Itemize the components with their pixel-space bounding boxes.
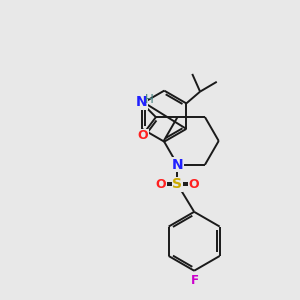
Text: N: N (135, 95, 147, 110)
Text: O: O (155, 178, 166, 191)
Text: F: F (191, 274, 199, 287)
Text: O: O (189, 178, 200, 191)
Text: H: H (145, 93, 153, 106)
Text: N: N (172, 158, 183, 172)
Text: S: S (172, 177, 182, 191)
Text: N: N (172, 158, 183, 172)
Text: O: O (138, 129, 148, 142)
